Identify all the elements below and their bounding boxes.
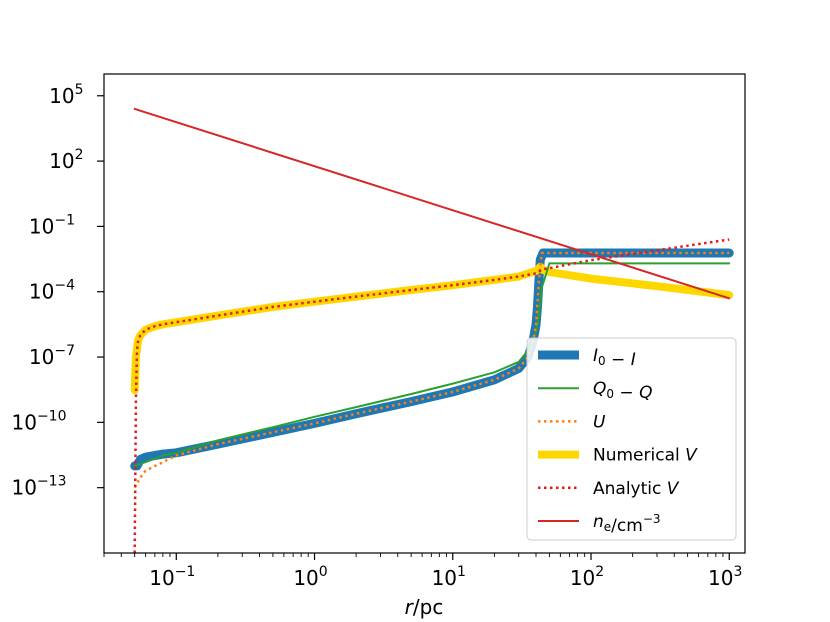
y-tick-label: 102 [49,147,83,173]
legend-label-1: Q0 − Q [593,379,652,403]
x-tick-label: 100 [293,564,327,590]
x-tick-label: 103 [708,564,742,590]
legend-label-0: I0 − I [593,346,636,370]
y-tick-label: 10−13 [12,474,67,500]
axes-frame [103,73,746,554]
y-tick-label: 105 [49,82,83,108]
x-tick-label: 101 [432,564,466,590]
series-layer [130,107,734,553]
y-tick-label: 10−4 [29,278,75,304]
y-tick-label: 10−1 [29,212,75,238]
x-tick-label: 10−1 [149,564,195,590]
legend-label-4: Analytic V [593,479,680,499]
x-tick-label: 102 [570,564,604,590]
series-line-1 [133,262,731,467]
legend-box [526,337,737,541]
x-axis-label: r/pc [405,595,444,619]
y-tick-label: 10−7 [29,343,75,369]
y-tick-label: 10−10 [12,408,67,434]
series-line-5 [133,107,731,300]
series-line-4 [133,238,730,553]
legend: I0 − I Q0 − Q U Numerical V Analytic V ne/cm−… [526,337,737,541]
legend-label-5: ne/cm−3 [593,512,661,536]
legend-label-2: U [593,412,606,432]
y-axis-ticks: 105 102 10−1 10−4 10−7 10−10 10−13 [12,82,104,500]
legend-label-3: Numerical V [593,446,698,466]
x-axis-ticks: 10−1 100 101 102 103 [103,553,742,590]
